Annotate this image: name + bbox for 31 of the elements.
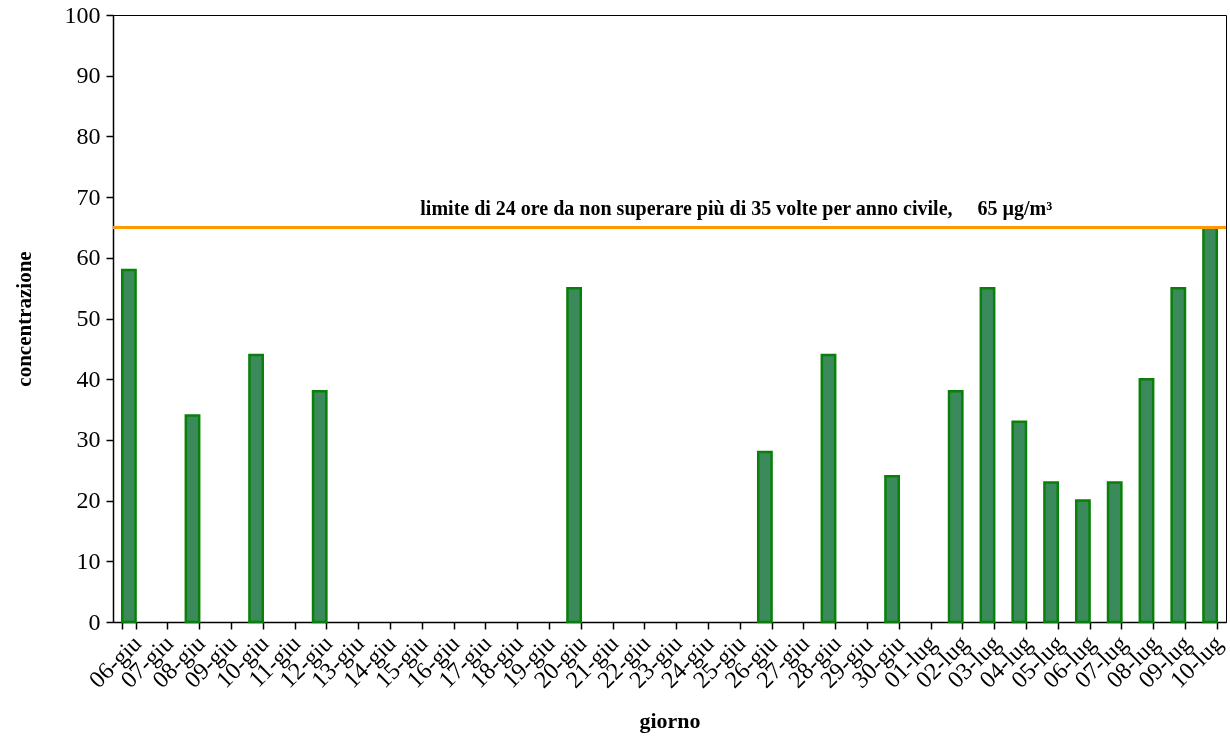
bar (1074, 499, 1091, 624)
y-axis-title: concentrazione (11, 251, 36, 387)
bar (756, 450, 773, 624)
bar (884, 475, 901, 624)
bar (1170, 286, 1187, 624)
y-tick-label: 80 (76, 122, 101, 149)
bar (566, 286, 583, 624)
bar (311, 390, 328, 624)
y-tick-label: 30 (76, 426, 101, 453)
ref-line-label: limite di 24 ore da non superare più di 35 volte per anno civile, 65 µg/m³ (420, 197, 1053, 221)
y-tick-label: 70 (76, 183, 101, 210)
bar (1138, 377, 1155, 624)
y-tick-label: 20 (76, 487, 101, 514)
bar (120, 268, 137, 624)
bar (248, 353, 265, 624)
y-tick-label: 0 (88, 608, 101, 635)
bar (184, 414, 201, 624)
y-tick-label: 40 (76, 365, 101, 392)
y-tick-label: 90 (76, 62, 101, 89)
bar (1043, 481, 1060, 624)
bar (1011, 420, 1028, 624)
bar (1106, 481, 1123, 624)
bar (820, 353, 837, 624)
bar (1202, 226, 1219, 624)
y-tick-label: 100 (64, 1, 101, 28)
bar (947, 390, 964, 624)
y-tick-label: 50 (76, 305, 101, 331)
x-axis-title: giorno (639, 707, 701, 733)
y-tick-label: 10 (76, 547, 101, 574)
bar (979, 286, 996, 624)
y-tick-label: 60 (76, 244, 101, 271)
